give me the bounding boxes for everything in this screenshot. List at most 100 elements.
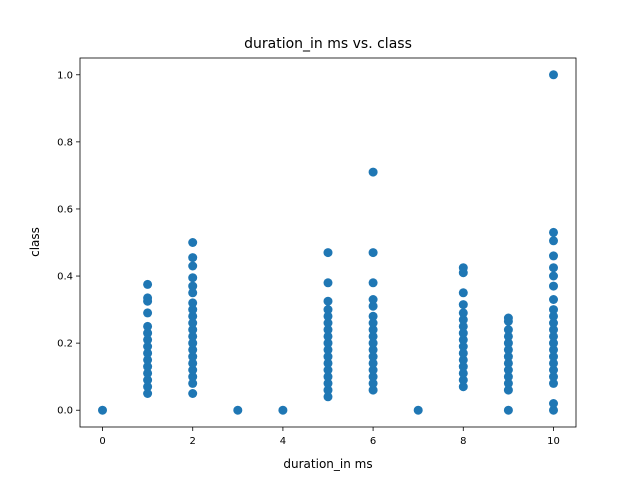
scatter-point	[503, 405, 513, 415]
scatter-point	[188, 261, 198, 271]
scatter-point	[458, 355, 468, 365]
scatter-point	[458, 375, 468, 385]
scatter-point	[323, 296, 333, 306]
scatter-point	[458, 300, 468, 310]
scatter-point	[549, 227, 558, 237]
scatter-point	[323, 385, 333, 395]
y-tick-label: 0.0	[57, 406, 73, 417]
scatter-point	[188, 345, 198, 355]
scatter-point	[188, 253, 198, 263]
scatter-point	[188, 298, 198, 308]
scatter-point	[549, 263, 558, 273]
scatter-point	[549, 365, 558, 375]
scatter-point	[549, 295, 558, 304]
scatter-point	[458, 335, 468, 345]
y-tick-label: 0.8	[57, 137, 73, 148]
scatter-point	[143, 355, 153, 365]
scatter-point	[323, 311, 333, 321]
chart-title: duration_in ms vs. class	[244, 36, 412, 52]
scatter-point	[368, 372, 378, 382]
scatter-point	[143, 321, 153, 331]
scatter-point	[188, 358, 198, 368]
scatter-point	[458, 315, 468, 325]
scatter-point	[143, 382, 153, 392]
scatter-point	[143, 342, 153, 351]
scatter-point	[188, 325, 198, 335]
scatter-point	[549, 399, 558, 408]
scatter-point	[549, 325, 558, 335]
scatter-point	[549, 338, 558, 348]
scatter-point	[188, 288, 198, 298]
scatter-point	[368, 338, 378, 348]
scatter-point	[278, 405, 288, 415]
scatter-point	[458, 342, 468, 351]
scatter-point	[503, 358, 513, 368]
scatter-point	[188, 305, 198, 315]
scatter-point	[458, 288, 468, 298]
scatter-point	[188, 372, 198, 382]
scatter-point	[368, 325, 378, 335]
scatter-point	[458, 263, 468, 273]
scatter-point	[368, 378, 378, 388]
scatter-point	[503, 331, 513, 341]
scatter-point	[549, 271, 558, 281]
points-layer	[98, 70, 558, 415]
scatter-point	[188, 311, 198, 321]
scatter-point	[368, 352, 378, 362]
scatter-point	[323, 365, 333, 375]
scatter-point	[323, 331, 333, 341]
scatter-point	[188, 378, 198, 388]
scatter-point	[503, 385, 513, 395]
scatter-point	[368, 318, 378, 328]
scatter-point	[503, 378, 513, 388]
scatter-point	[98, 405, 107, 415]
scatter-point	[458, 308, 468, 318]
scatter-point	[188, 238, 198, 247]
scatter-point	[188, 281, 198, 291]
scatter-point	[368, 385, 378, 395]
scatter-point	[188, 318, 198, 328]
x-axis-label: duration_in ms	[283, 457, 372, 471]
scatter-point	[188, 331, 198, 341]
x-tick-label: 0	[99, 436, 105, 447]
scatter-point	[503, 313, 513, 323]
x-tick-label: 6	[370, 436, 376, 447]
scatter-point	[549, 378, 558, 388]
scatter-point	[323, 345, 333, 355]
scatter-point	[368, 311, 378, 321]
scatter-point	[368, 295, 378, 304]
scatter-point	[143, 389, 153, 398]
scatter-point	[368, 167, 378, 177]
scatter-point	[503, 345, 513, 355]
y-tick-label: 0.6	[57, 204, 73, 215]
x-tick-label: 10	[547, 436, 560, 447]
y-tick-label: 0.2	[57, 339, 73, 350]
scatter-point	[549, 311, 558, 321]
scatter-point	[503, 372, 513, 382]
scatter-point	[143, 335, 153, 345]
scatter-point	[368, 358, 378, 368]
scatter-point	[503, 352, 513, 362]
scatter-point	[188, 389, 198, 398]
scatter-point	[143, 279, 153, 289]
scatter-point	[549, 318, 558, 328]
scatter-point	[549, 352, 558, 362]
scatter-point	[458, 368, 468, 378]
scatter-point	[143, 328, 153, 338]
scatter-point	[323, 392, 333, 402]
scatter-point	[549, 236, 558, 246]
y-tick-label: 1.0	[57, 70, 73, 81]
scatter-point	[323, 278, 333, 288]
scatter-point	[368, 301, 378, 311]
scatter-point	[143, 362, 153, 372]
scatter-point	[323, 358, 333, 368]
scatter-point	[549, 70, 558, 80]
scatter-point	[368, 278, 378, 288]
scatter-point	[323, 325, 333, 335]
y-tick-label: 0.4	[57, 272, 73, 283]
y-axis-label: class	[28, 227, 42, 257]
scatter-point	[458, 321, 468, 331]
